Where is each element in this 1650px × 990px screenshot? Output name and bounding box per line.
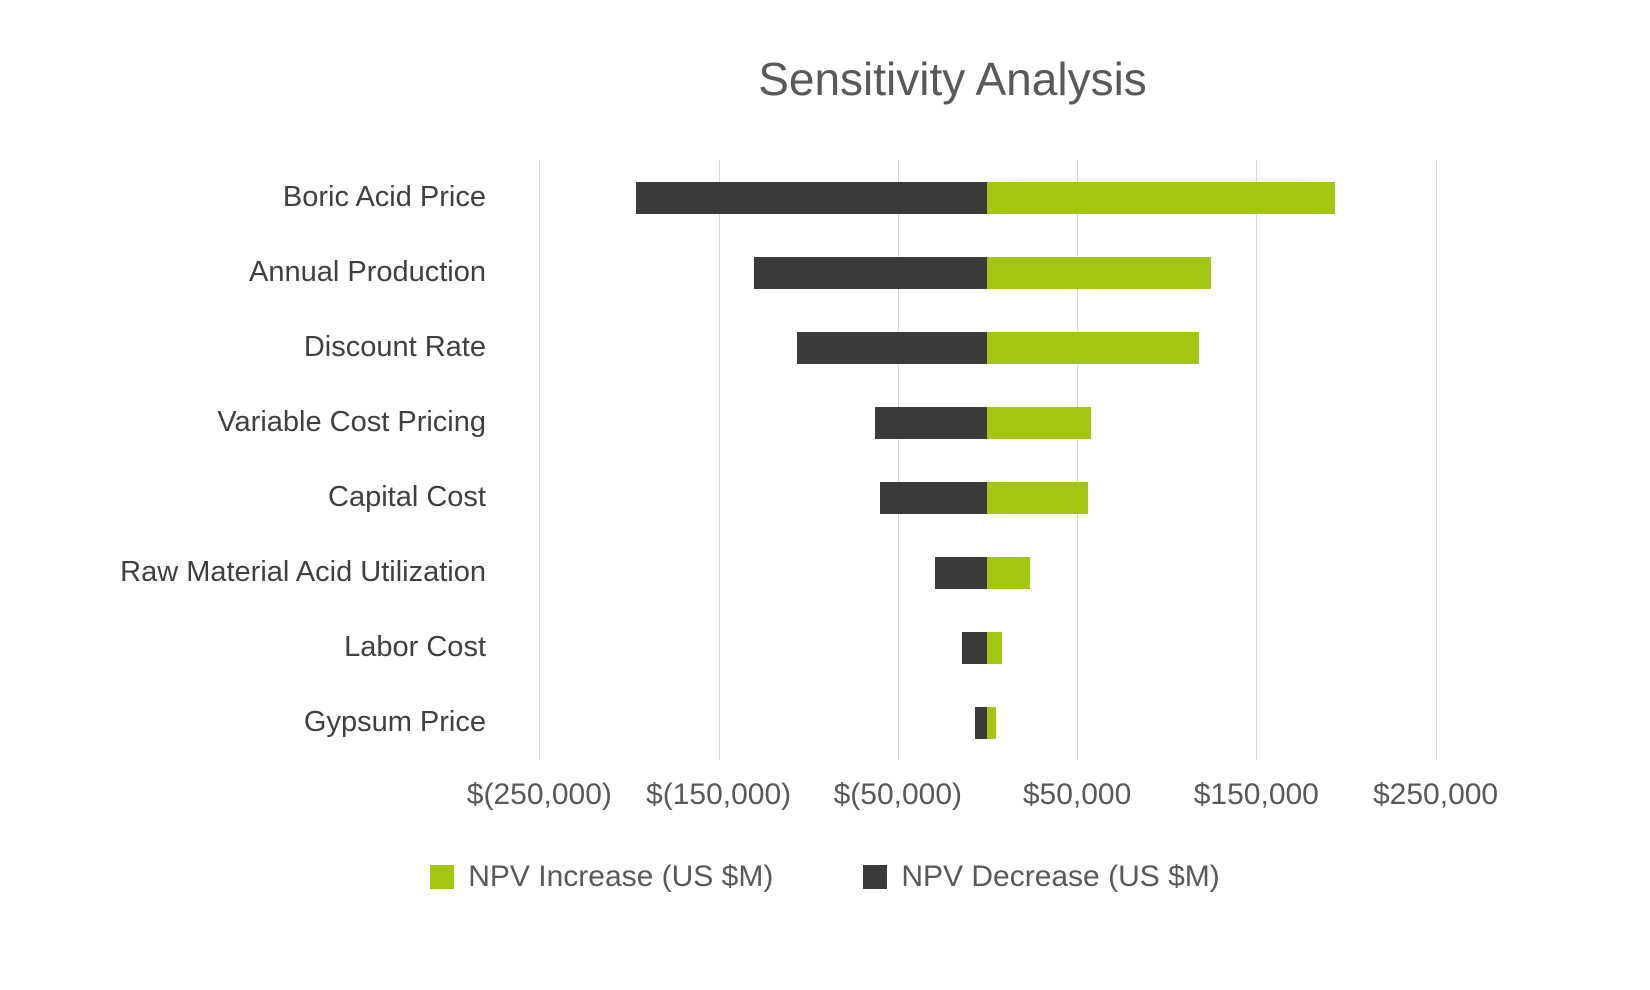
- bar-npv-increase: [987, 406, 1092, 439]
- bar-npv-decrease: [754, 256, 988, 289]
- category-label: Labor Cost: [344, 631, 486, 663]
- legend-label: NPV Increase (US $M): [468, 860, 774, 893]
- chart-title: Sensitivity Analysis: [758, 53, 1147, 105]
- bar-npv-increase: [987, 481, 1088, 514]
- gridline: [718, 160, 720, 760]
- bar-npv-increase: [987, 331, 1199, 364]
- plot-area: [525, 160, 1475, 760]
- category-label: Gypsum Price: [303, 706, 486, 738]
- category-label: Raw Material Acid Utilization: [120, 556, 486, 588]
- legend-swatch-icon: [863, 865, 888, 889]
- category-label: Variable Cost Pricing: [217, 406, 486, 438]
- bar-npv-decrease: [874, 406, 988, 439]
- bar-npv-increase: [987, 706, 997, 739]
- y-axis-labels: Boric Acid Price Annual Production Discoun…: [0, 160, 498, 760]
- gridline: [1077, 160, 1079, 760]
- bar-npv-decrease: [962, 631, 988, 664]
- category-label: Annual Production: [249, 256, 486, 288]
- bar-npv-decrease: [974, 706, 988, 739]
- bar-npv-increase: [987, 631, 1002, 664]
- bar-npv-decrease: [935, 556, 988, 589]
- x-tick-label: $(250,000): [466, 778, 612, 811]
- x-tick-label: $50,000: [1022, 778, 1132, 811]
- bar-npv-increase: [987, 556, 1031, 589]
- x-tick-label: $(150,000): [646, 778, 792, 811]
- gridline: [1435, 160, 1437, 760]
- legend: NPV Increase (US $M) NPV Decrease (US $M): [0, 860, 1650, 894]
- legend-label: NPV Decrease (US $M): [901, 860, 1220, 893]
- category-label: Boric Acid Price: [282, 181, 486, 213]
- x-tick-label: $250,000: [1372, 778, 1499, 811]
- bar-npv-decrease: [879, 481, 988, 514]
- x-tick-label: $(50,000): [833, 778, 963, 811]
- category-label: Discount Rate: [303, 331, 486, 363]
- gridline: [1256, 160, 1258, 760]
- x-axis-ticks: $(250,000) $(150,000) $(50,000) $50,000 $150…: [467, 778, 1498, 822]
- legend-item-npv-decrease: NPV Decrease (US $M): [863, 860, 1220, 894]
- legend-item-npv-increase: NPV Increase (US $M): [430, 860, 773, 894]
- gridline: [539, 160, 541, 760]
- category-label: Capital Cost: [328, 481, 486, 513]
- bar-npv-decrease: [636, 181, 988, 214]
- gridline: [897, 160, 899, 760]
- bar-npv-increase: [987, 181, 1336, 214]
- legend-swatch-icon: [430, 865, 455, 889]
- bar-npv-decrease: [797, 331, 988, 364]
- bar-npv-increase: [987, 256, 1212, 289]
- x-tick-label: $150,000: [1193, 778, 1319, 811]
